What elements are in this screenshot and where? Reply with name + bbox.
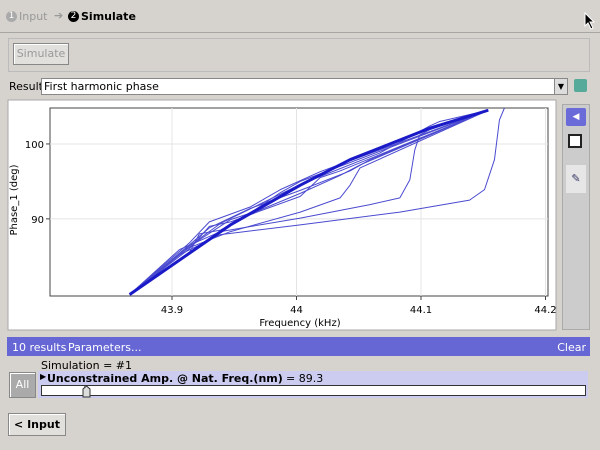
side-toolbar: ◀ ✎ [562,104,590,330]
step-number: 2 [68,11,79,22]
series-line [129,109,489,295]
cursor [584,12,596,30]
y-axis-title: Phase_1 (deg) [9,164,20,235]
back-button[interactable]: < Input [8,413,66,436]
settings-button[interactable]: ✎ [566,165,586,193]
x-tick-label: 44.2 [534,305,556,316]
series-line [129,109,489,295]
series-line [128,108,489,296]
series-line [129,109,489,295]
expand-arrow[interactable]: ▶ [40,372,47,381]
x-tick-label: 43.9 [161,305,183,316]
parameter-panel: ▶ Unconstrained Amp. @ Nat. Freq.(nm) = … [38,371,588,398]
x-tick-label: 44 [290,305,303,316]
slider-track[interactable] [41,385,586,398]
dropdown-arrow[interactable]: ▼ [554,79,567,94]
slider-thumb[interactable] [82,386,91,398]
simulate-button[interactable]: Simulate [13,43,69,65]
result-select-text: First harmonic phase [44,80,159,93]
results-count: 10 results [12,341,67,354]
result-label: Result: [9,80,47,93]
clear-link[interactable]: Clear [557,341,586,354]
simulation-label: Simulation = #1 [41,359,133,372]
y-tick-label: 90 [31,215,44,226]
steps-bar: 1 Input ➔ 2 Simulate [0,0,600,33]
step-number: 1 [6,11,17,22]
results-bar: 10 results Parameters... Clear [7,337,590,356]
y-tick-label: 100 [25,140,44,151]
zoom-box-button[interactable] [568,134,582,148]
export-icon[interactable] [574,79,587,92]
step-label[interactable]: Simulate [81,10,136,23]
series-line [129,109,489,295]
step-arrow: ➔ [54,9,64,22]
collapse-button[interactable]: ◀ [566,108,586,126]
x-tick-label: 44.1 [410,305,432,316]
plot-area [49,107,549,297]
step-label[interactable]: Input [19,10,48,23]
x-axis-title: Frequency (kHz) [259,318,340,329]
toolbar-panel: Simulate [8,38,590,72]
all-button[interactable]: All [9,372,36,398]
series-line [129,109,489,295]
chart: Frequency (kHz) Phase_1 (deg) 43.9 44 44.1… [7,99,557,331]
result-select[interactable]: First harmonic phase ▼ [41,78,568,95]
parameter-value: = 89.3 [286,372,324,385]
parameters-link[interactable]: Parameters... [68,341,142,354]
parameter-name: Unconstrained Amp. @ Nat. Freq.(nm) [47,372,283,385]
